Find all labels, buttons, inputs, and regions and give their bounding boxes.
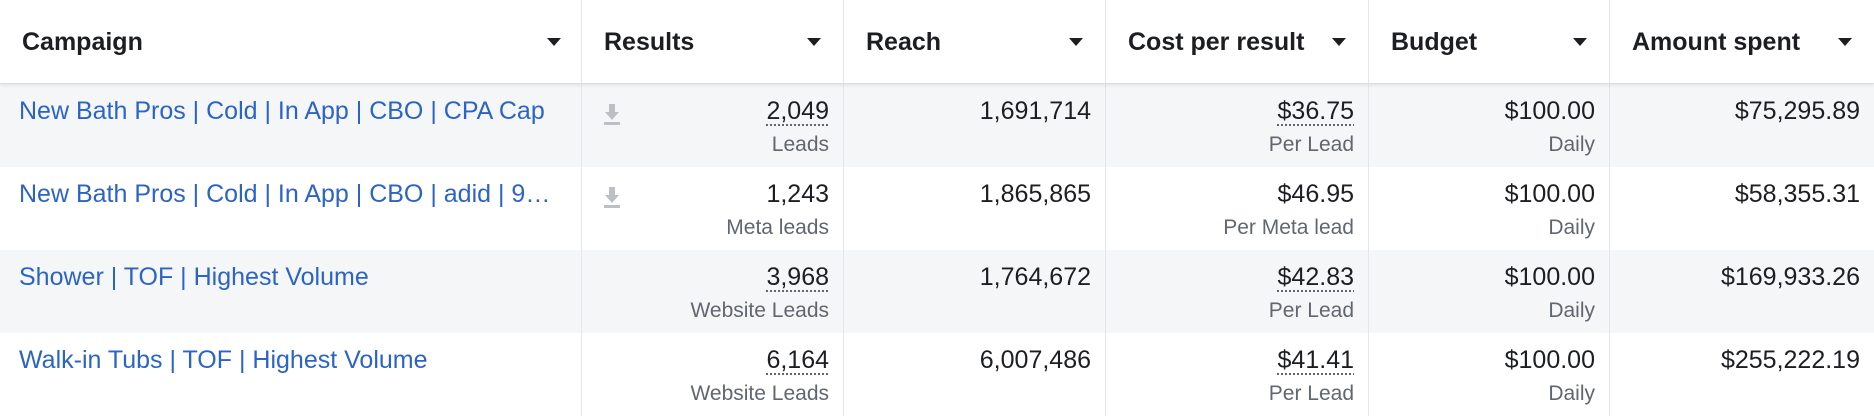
- column-header-label: Cost per result: [1128, 27, 1305, 56]
- results-cell: 1,243 Meta leads: [582, 167, 844, 250]
- results-value: 1,243: [766, 180, 829, 208]
- column-header-budget[interactable]: Budget: [1369, 0, 1610, 84]
- amount-spent-cell: $75,295.89: [1610, 84, 1874, 167]
- budget-type: Daily: [1548, 133, 1595, 156]
- cost-per-result-value[interactable]: $36.75: [1277, 97, 1354, 125]
- cost-per-result-value: $46.95: [1277, 180, 1354, 208]
- cost-per-result-cell: $46.95 Per Meta lead: [1106, 167, 1369, 250]
- results-cell: 3,968 Website Leads: [582, 250, 844, 333]
- results-type: Website Leads: [690, 382, 829, 405]
- caret-down-icon[interactable]: [547, 38, 561, 46]
- cost-type: Per Lead: [1268, 299, 1354, 322]
- campaign-name-link[interactable]: Walk-in Tubs | TOF | Highest Volume: [0, 333, 582, 416]
- column-header-cost-per-result[interactable]: Cost per result: [1106, 0, 1369, 84]
- column-header-label: Amount spent: [1632, 27, 1801, 56]
- cost-type: Per Meta lead: [1223, 216, 1354, 239]
- caret-down-icon[interactable]: [1069, 38, 1083, 46]
- amount-spent-value: $255,222.19: [1720, 346, 1860, 374]
- cost-type: Per Lead: [1268, 382, 1354, 405]
- reach-cell: 1,691,714: [844, 84, 1106, 167]
- table-header: Campaign Results Reach Cost per result B…: [0, 0, 1874, 84]
- budget-type: Daily: [1548, 299, 1595, 322]
- caret-down-icon[interactable]: [1838, 38, 1852, 46]
- budget-value: $100.00: [1504, 346, 1595, 374]
- cost-per-result-cell: $36.75 Per Lead: [1106, 84, 1369, 167]
- caret-down-icon[interactable]: [807, 38, 821, 46]
- download-icon[interactable]: [602, 185, 622, 209]
- cost-per-result-cell: $42.83 Per Lead: [1106, 250, 1369, 333]
- cost-per-result-cell: $41.41 Per Lead: [1106, 333, 1369, 416]
- column-header-amount-spent[interactable]: Amount spent: [1610, 0, 1874, 84]
- download-icon[interactable]: [602, 102, 622, 126]
- results-type: Meta leads: [726, 216, 829, 239]
- results-cell: 2,049 Leads: [582, 84, 844, 167]
- amount-spent-cell: $169,933.26: [1610, 250, 1874, 333]
- budget-type: Daily: [1548, 382, 1595, 405]
- reach-value: 1,691,714: [979, 97, 1091, 125]
- budget-cell: $100.00 Daily: [1369, 167, 1610, 250]
- column-header-label: Results: [604, 27, 695, 56]
- budget-type: Daily: [1548, 216, 1595, 239]
- column-header-results[interactable]: Results: [582, 0, 844, 84]
- amount-spent-value: $58,355.31: [1734, 180, 1860, 208]
- column-header-label: Budget: [1391, 27, 1478, 56]
- column-header-reach[interactable]: Reach: [844, 0, 1106, 84]
- amount-spent-value: $75,295.89: [1734, 97, 1860, 125]
- cost-per-result-value[interactable]: $42.83: [1277, 263, 1354, 291]
- table-row: New Bath Pros | Cold | In App | CBO | CP…: [0, 84, 1874, 167]
- budget-value: $100.00: [1504, 180, 1595, 208]
- reach-cell: 1,865,865: [844, 167, 1106, 250]
- column-header-label: Campaign: [22, 27, 143, 56]
- cost-type: Per Lead: [1268, 133, 1354, 156]
- campaign-name-link[interactable]: New Bath Pros | Cold | In App | CBO | CP…: [0, 84, 582, 167]
- reach-value: 1,764,672: [979, 263, 1091, 291]
- table-row: New Bath Pros | Cold | In App | CBO | ad…: [0, 167, 1874, 250]
- reach-cell: 6,007,486: [844, 333, 1106, 416]
- results-cell: 6,164 Website Leads: [582, 333, 844, 416]
- results-type: Website Leads: [690, 299, 829, 322]
- campaign-name-link[interactable]: Shower | TOF | Highest Volume: [0, 250, 582, 333]
- campaign-name-link[interactable]: New Bath Pros | Cold | In App | CBO | ad…: [0, 167, 582, 250]
- results-type: Leads: [771, 133, 829, 156]
- reach-value: 1,865,865: [979, 180, 1091, 208]
- budget-cell: $100.00 Daily: [1369, 333, 1610, 416]
- amount-spent-cell: $255,222.19: [1610, 333, 1874, 416]
- results-value[interactable]: 2,049: [766, 97, 829, 125]
- amount-spent-value: $169,933.26: [1720, 263, 1860, 291]
- caret-down-icon[interactable]: [1573, 38, 1587, 46]
- table-row: Walk-in Tubs | TOF | Highest Volume 6,16…: [0, 333, 1874, 416]
- results-value[interactable]: 3,968: [766, 263, 829, 291]
- reach-cell: 1,764,672: [844, 250, 1106, 333]
- table-row: Shower | TOF | Highest Volume 3,968 Webs…: [0, 250, 1874, 333]
- amount-spent-cell: $58,355.31: [1610, 167, 1874, 250]
- budget-cell: $100.00 Daily: [1369, 250, 1610, 333]
- caret-down-icon[interactable]: [1332, 38, 1346, 46]
- cost-per-result-value[interactable]: $41.41: [1277, 346, 1354, 374]
- budget-value: $100.00: [1504, 263, 1595, 291]
- results-value[interactable]: 6,164: [766, 346, 829, 374]
- budget-value: $100.00: [1504, 97, 1595, 125]
- column-header-label: Reach: [866, 27, 942, 56]
- budget-cell: $100.00 Daily: [1369, 84, 1610, 167]
- column-header-campaign[interactable]: Campaign: [0, 0, 582, 84]
- reach-value: 6,007,486: [979, 346, 1091, 374]
